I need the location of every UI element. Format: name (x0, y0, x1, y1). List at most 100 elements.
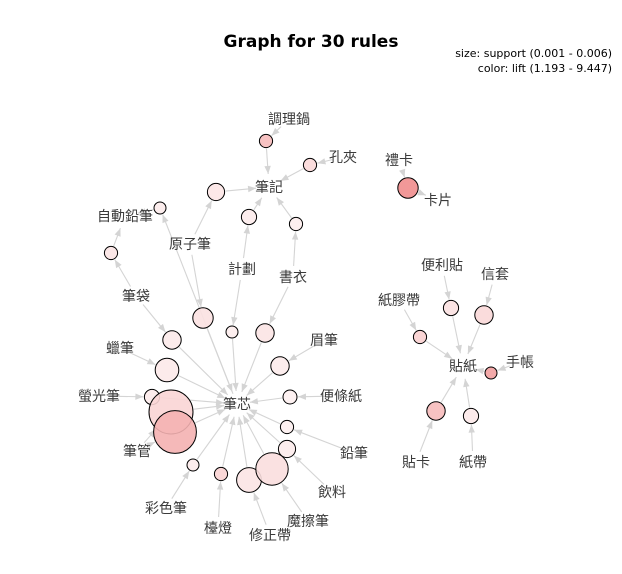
edge-arrow-rhs-4 (254, 197, 262, 207)
edge-arrow-lhs-26 (485, 296, 492, 306)
item-label-18: 螢光筆 (78, 389, 120, 405)
item-label-10: 便利貼 (421, 258, 463, 274)
edge-arrow-lhs-22 (253, 492, 260, 502)
edge-arrow-rhs-30 (463, 378, 470, 388)
edge-arrow-lhs-28 (497, 364, 507, 371)
edge-rhs-11 (241, 342, 262, 393)
edge-arrow-rhs-26 (467, 345, 474, 354)
edges-layer (109, 126, 510, 525)
item-label-13: 紙膠帶 (378, 293, 420, 309)
item-label-21: 筆管 (123, 444, 151, 460)
rule-node-24 (277, 439, 297, 459)
edge-arrow-lhs-13 (146, 358, 156, 365)
item-label-26: 紙帶 (459, 455, 487, 471)
edge-arrow-lhs-2 (317, 158, 326, 165)
edge-rhs-13 (178, 375, 226, 399)
edge-arrow-rhs-14 (246, 387, 255, 396)
rule-node-1 (258, 133, 274, 149)
edge-arrow-lhs-1 (271, 127, 280, 136)
edge-arrow-lhs-8 (162, 214, 169, 224)
edge-arrow-rhs-2 (280, 174, 289, 181)
rule-node-7 (103, 245, 119, 261)
edge-arrow-rhs-1 (264, 165, 271, 174)
edge-arrow-rhs-25 (455, 344, 462, 354)
edge-arrow-rhs-23 (243, 415, 250, 424)
edge-arrow-rhs-5 (276, 197, 284, 206)
edge-arrow-lhs-30 (468, 424, 475, 433)
rule-node-21 (213, 466, 229, 482)
item-label-27: 檯燈 (204, 521, 232, 537)
edge-arrow-rhs-29 (449, 377, 457, 386)
edge-arrow-rhs-12 (219, 387, 228, 395)
item-label-28: 魔擦筆 (287, 513, 329, 530)
edge-arrow-rhs-16 (249, 398, 259, 405)
edge-arrow-rhs-10 (232, 382, 239, 391)
legend-color: color: lift (1.193 - 9.447) (478, 62, 612, 75)
edge-arrow-rhs-9 (226, 383, 233, 392)
edge-arrow-lhs-11 (269, 315, 276, 324)
edge-arrow-lhs-14 (288, 354, 298, 361)
edge-arrow-lhs-7 (114, 259, 122, 269)
edge-lhs-17 (293, 429, 344, 450)
edge-arrow-rhs-20 (222, 414, 230, 423)
rule-node-20 (186, 458, 200, 472)
edge-arrow-lhs-25 (444, 291, 451, 300)
edge-arrow-rhs-18 (215, 403, 225, 410)
rule-node-19 (153, 410, 197, 454)
edge-arrow-rhs-19 (216, 409, 226, 416)
edge-arrow-lhs-24 (293, 455, 302, 464)
rule-node-12 (162, 330, 182, 350)
edge-arrow-lhs-21 (216, 481, 224, 490)
rule-node-16 (282, 389, 298, 405)
item-label-23: 飲料 (318, 485, 346, 501)
edge-rhs-20 (196, 414, 230, 460)
legend-size: size: support (0.001 - 0.006) (455, 47, 612, 60)
rule-node-10 (225, 325, 239, 339)
item-label-4: 禮卡 (385, 153, 413, 169)
rule-node-3 (206, 182, 226, 202)
item-label-2: 孔夾 (329, 150, 357, 166)
rule-node-26 (474, 305, 494, 325)
rule-node-4 (240, 208, 258, 226)
edge-arrow-rhs-13 (216, 391, 226, 399)
edge-arrow-lhs-3 (205, 200, 212, 210)
rule-node-25 (442, 299, 460, 317)
edge-arrow-lhs-6 (399, 168, 406, 178)
edge-arrow-rhs-15 (215, 399, 224, 406)
rule-node-5 (288, 216, 304, 232)
rule-node-23 (255, 452, 289, 486)
edge-arrow-rhs-27 (443, 351, 453, 359)
item-label-29: 修正帶 (249, 528, 291, 544)
chart-title: Graph for 30 rules (224, 32, 399, 52)
edge-arrow-rhs-21 (229, 416, 236, 426)
edge-arrow-lhs-9 (196, 298, 203, 307)
item-label-1: 調理鍋 (268, 112, 310, 128)
item-label-15: 蠟筆 (106, 341, 134, 357)
item-label-11: 信套 (481, 267, 509, 283)
edge-arrow-rhs-24 (246, 412, 255, 421)
rule-node-9 (192, 307, 214, 329)
rule-node-28 (484, 366, 498, 380)
rule-node-11 (255, 323, 275, 343)
edge-arrow-rhs-3 (247, 185, 257, 193)
edge-arrow-lhs-5 (291, 231, 299, 240)
edge-arrow-rhs-11 (241, 383, 248, 392)
rule-node-6 (397, 177, 419, 199)
edge-rhs-22 (238, 416, 248, 467)
edge-arrow-rhs-8 (137, 208, 147, 215)
item-label-24: 彩色筆 (145, 500, 187, 517)
rule-node-8 (153, 201, 167, 215)
item-label-19: 筆芯 (223, 397, 251, 413)
edge-arrow-lhs-27 (409, 321, 417, 331)
edge-rhs-21 (222, 416, 235, 467)
edge-arrow-lhs-29 (426, 420, 433, 430)
edge-arrow-lhs-10 (231, 316, 238, 326)
item-label-14: 眉筆 (310, 333, 338, 349)
item-label-6: 自動鉛筆 (97, 209, 153, 225)
edge-arrow-rhs-17 (248, 409, 258, 416)
edge-rhs-9 (206, 328, 233, 393)
rule-node-13 (154, 357, 180, 383)
item-label-17: 手帳 (506, 355, 534, 371)
